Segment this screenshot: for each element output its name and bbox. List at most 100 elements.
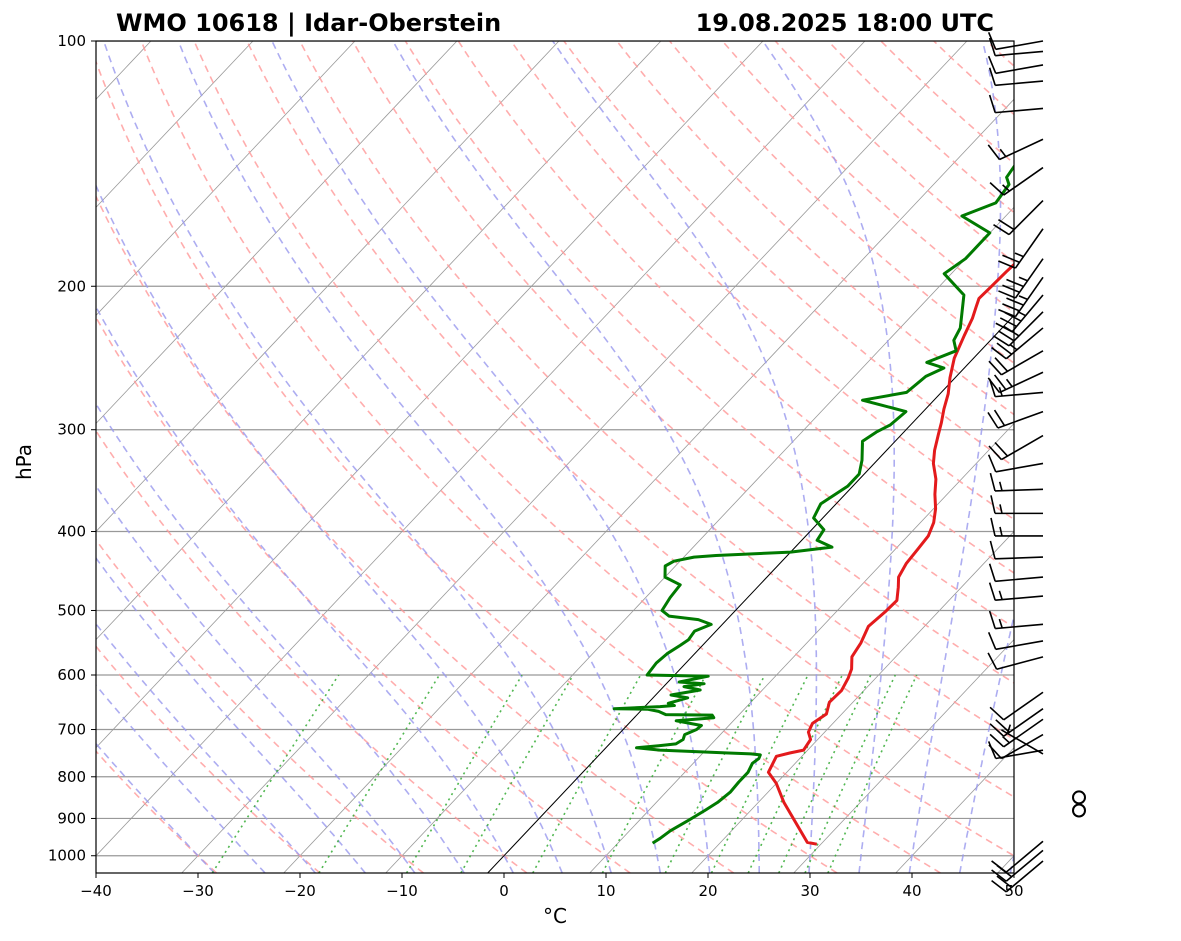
wind-barb-feather [988, 610, 996, 629]
wind-barb [993, 200, 1044, 236]
wind-barbs [987, 31, 1086, 893]
wind-barb-feather [988, 360, 1003, 376]
wind-barb-feather [987, 144, 1001, 161]
mixing-ratio-line [211, 674, 340, 873]
wind-barb [988, 733, 1044, 760]
dry-adiabat [510, 41, 1014, 521]
wind-barb-feather [991, 869, 1007, 882]
x-tick-label: 40 [902, 882, 921, 900]
wind-barb-staff [1014, 276, 1044, 318]
wind-barb [988, 563, 1044, 583]
x-tick-label: −20 [284, 882, 316, 900]
wind-barb-staff [1003, 166, 1044, 196]
wind-barb [988, 94, 1044, 114]
moist-adiabats [96, 41, 1014, 873]
moist-adiabat [102, 41, 612, 873]
wind-barb [987, 409, 1044, 429]
wind-barb-feather [988, 563, 996, 582]
y-tick-label: 400 [57, 523, 86, 541]
wind-barb-staff [1008, 311, 1044, 347]
isotherm-line [181, 41, 968, 873]
y-tick-label: 1000 [48, 847, 86, 865]
wind-barb-feather [991, 880, 1007, 893]
wind-barb [990, 517, 1043, 537]
wind-barb [988, 610, 1044, 630]
dry-adiabat [351, 41, 1014, 684]
wind-barb-half-feather [1018, 295, 1028, 301]
wind-barb [998, 228, 1044, 269]
mixing-ratio-lines [211, 674, 918, 873]
wind-barb-feather [995, 322, 1013, 333]
moist-adiabat [177, 41, 662, 873]
x-tick-label: −30 [182, 882, 214, 900]
x-tick-label: 0 [499, 882, 509, 900]
y-axis-ticks: 1000 900 800 700 600 500 400 300 200 100 [48, 32, 96, 865]
wind-barb-staff [996, 656, 1044, 671]
wind-barb-feather [990, 495, 996, 514]
wind-barb-staff [995, 556, 1044, 560]
y-axis-label: hPa [12, 444, 36, 480]
isotherm-line [96, 41, 560, 533]
wind-barb-feather [991, 346, 1007, 360]
y-tick-label: 700 [57, 721, 86, 739]
isotherm-line [96, 41, 662, 641]
wind-barb [987, 652, 1044, 671]
isotherm-line [96, 41, 458, 425]
dry-adiabat [96, 429, 528, 873]
x-tick-label: 10 [596, 882, 615, 900]
wind-barb-feather [989, 182, 1005, 196]
wind-barb-feather [990, 517, 996, 537]
x-axis-ticks: −40 −30 −20 −10 0 10 20 30 40 50 [80, 873, 1024, 900]
wind-barb-staff [997, 410, 1044, 429]
isotherm-line [96, 41, 866, 857]
wind-barb-feather [987, 55, 997, 74]
wind-barb-feather [988, 37, 996, 56]
wind-barb-staff [995, 107, 1044, 114]
wind-barb-feather [996, 342, 1013, 355]
dry-adiabat [563, 41, 1014, 468]
wind-barb-feather [993, 335, 1010, 347]
wind-barb-staff [995, 640, 1044, 651]
x-tick-label: −40 [80, 882, 112, 900]
wind-barb-half-feather [1002, 184, 1010, 192]
wind-barb [989, 166, 1044, 196]
wind-barb-feather [989, 540, 996, 559]
x-tick-label: −10 [386, 882, 418, 900]
wind-barb-feather [993, 223, 1010, 236]
wind-barb-feather [989, 733, 1005, 748]
wind-barb [987, 31, 1044, 51]
wind-barb-feather [994, 441, 1009, 457]
moist-adiabat [96, 622, 316, 873]
wind-barb-feather [987, 652, 998, 670]
wind-barb-feather [998, 219, 1015, 231]
wind-barb [987, 371, 1044, 394]
wind-barb-calm [1072, 790, 1086, 805]
isotherm-lines [96, 41, 1014, 873]
x-tick-label: 30 [800, 882, 819, 900]
wind-barb [988, 37, 1044, 57]
wind-barb-calm [1072, 803, 1086, 818]
wind-barb-feather [987, 631, 997, 650]
wind-barb-staff [995, 462, 1044, 473]
moist-adiabat [908, 41, 1002, 873]
wind-barb-feather [998, 260, 1016, 269]
wind-barb-feather [1002, 284, 1020, 293]
isotherm-line [96, 41, 356, 316]
wind-barb-feather [998, 330, 1015, 342]
moist-adiabat [762, 41, 896, 873]
wind-barb-half-feather [998, 590, 1003, 600]
wind-barb-feather [1006, 297, 1024, 306]
sounding-profiles [612, 164, 1014, 846]
y-tick-label: 500 [57, 601, 86, 619]
wind-barb-feather [993, 409, 1006, 427]
dry-adiabat [299, 41, 1014, 741]
moist-adiabat [392, 41, 761, 873]
wind-barb-staff [999, 371, 1044, 394]
mixing-ratio-line [405, 674, 523, 873]
wind-barb-staff [995, 50, 1044, 57]
mixing-ratio-line [460, 674, 574, 873]
wind-barb-feather [998, 290, 1016, 299]
moist-adiabat [96, 484, 416, 873]
dry-adiabat [193, 41, 1014, 857]
y-tick-label: 600 [57, 666, 86, 684]
